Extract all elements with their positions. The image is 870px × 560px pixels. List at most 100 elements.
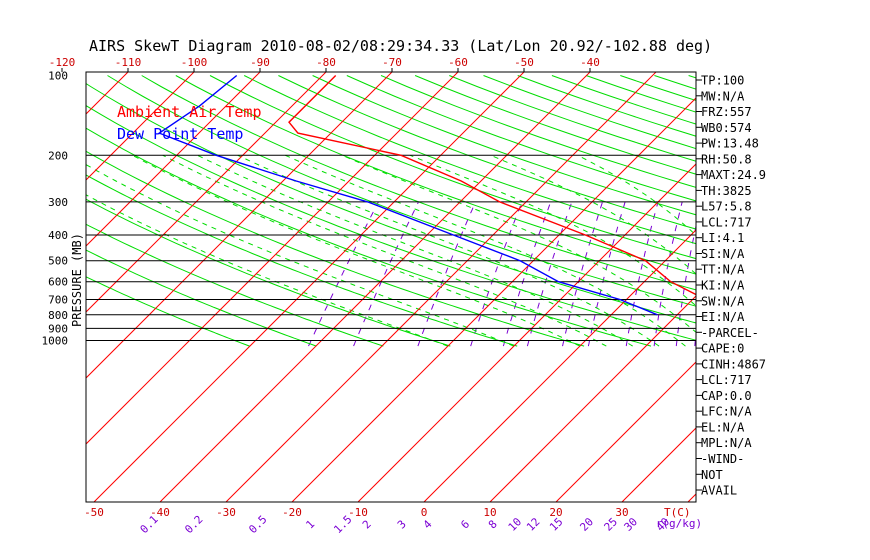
index-panel-entry: TT:N/A: [701, 263, 745, 277]
index-panel-entry: EI:N/A: [701, 310, 745, 324]
index-panel-entry: AVAIL: [701, 484, 737, 498]
moist-adiabat-line: [284, 154, 686, 347]
top-temp-tick-label: -100: [181, 56, 208, 69]
mixing-ratio-label: 2: [360, 518, 374, 532]
mixing-ratio-label: 8: [486, 518, 500, 532]
pressure-tick-label: 100: [48, 70, 68, 83]
pressure-tick-label: 600: [48, 276, 68, 289]
dry-adiabat-line: [380, 75, 696, 188]
moist-adiabat-line: [341, 154, 696, 333]
dry-adiabat-line: [86, 198, 451, 347]
pressure-tick-label: 300: [48, 196, 68, 209]
dry-adiabat-line: [825, 76, 870, 347]
index-panel-entry: CAPE:0: [701, 342, 744, 356]
bottom-temp-tick-label: 30: [615, 506, 628, 519]
index-panel-entry: SI:N/A: [701, 247, 745, 261]
isotherm-line: [225, 72, 657, 502]
index-panel-entry: FRZ:557: [701, 105, 752, 119]
moist-adiabat-line: [132, 154, 581, 347]
moist-adiabat-line: [162, 154, 607, 347]
index-panel-entry: -WIND-: [701, 452, 744, 466]
isotherm-line: [86, 72, 195, 181]
index-panel-entry: -PARCEL-: [701, 326, 759, 340]
moist-adiabat-line: [197, 154, 633, 347]
bottom-temp-tick-label: 0: [421, 506, 428, 519]
dry-adiabat-line: [86, 105, 696, 341]
bottom-temp-tick-label: -10: [348, 506, 368, 519]
isotherm-line: [86, 72, 393, 379]
top-temp-tick-label: -70: [382, 56, 402, 69]
index-panel-entry: TP:100: [701, 74, 744, 88]
dry-adiabat-line: [414, 75, 696, 175]
mixing-ratio-line: [625, 201, 659, 347]
mixing-ratio-line: [824, 202, 829, 346]
pressure-tick-label: 700: [48, 294, 68, 307]
index-panel-entry: MPL:N/A: [701, 436, 752, 450]
dry-adiabat-line: [86, 82, 696, 324]
pressure-tick-label: 800: [48, 309, 68, 322]
dew-point-profile: [157, 74, 658, 316]
isotherm-line: [86, 72, 327, 313]
dry-adiabat-line: [312, 75, 696, 216]
dry-adiabat-line: [86, 249, 317, 347]
mixing-ratio-line: [417, 201, 476, 347]
pressure-tick-label: 200: [48, 149, 68, 162]
dry-adiabat-line: [86, 223, 384, 347]
mixing-ratio-line: [353, 201, 419, 347]
index-panel-entry: LCL:717: [701, 215, 752, 229]
isotherm-line: [555, 361, 696, 502]
dry-adiabat-line: [243, 75, 696, 245]
top-temp-tick-label: -50: [514, 56, 534, 69]
pressure-tick-label: 500: [48, 255, 68, 268]
top-temp-tick-label: -60: [448, 56, 468, 69]
mixing-ratio-label: 0.2: [182, 513, 205, 536]
mixing-ratio-line: [773, 202, 785, 346]
isotherm-line: [357, 163, 696, 502]
isotherm-line: [159, 72, 591, 502]
pressure-tick-label: 400: [48, 229, 68, 242]
moist-adiabat-line: [237, 154, 660, 347]
index-panel-entry: NOT: [701, 468, 723, 482]
mixing-ratio-label: 0.5: [246, 513, 269, 536]
mixing-ratio-line: [653, 201, 683, 347]
bottom-temp-tick-label: 10: [483, 506, 496, 519]
index-panel-entry: TH:3825: [701, 184, 752, 198]
mixing-ratio-label: 20: [577, 515, 596, 534]
x-axis-label: T(C): [664, 506, 691, 519]
index-panel-entry: L57:5.8: [701, 200, 752, 214]
index-panel-entry: MW:N/A: [701, 89, 745, 103]
pressure-tick-label: 1000: [42, 335, 69, 348]
dry-adiabat-line: [107, 75, 696, 307]
dry-adiabat-line: [757, 76, 870, 347]
moist-adiabat-line: [577, 154, 696, 236]
bottom-temp-tick-label: -40: [150, 506, 170, 519]
moist-adiabat-line: [86, 194, 449, 347]
dry-adiabat-line: [175, 75, 696, 275]
air-temp-profile: [288, 75, 696, 296]
isotherm-line: [86, 72, 459, 445]
index-panel-entry: PW:13.48: [701, 137, 759, 151]
mixing-ratio-label: 4: [421, 517, 435, 531]
index-panel-entry: LCL:717: [701, 373, 752, 387]
chart-title: AIRS SkewT Diagram 2010-08-02/08:29:34.3…: [89, 37, 712, 55]
isotherm-line: [621, 427, 696, 502]
mixing-ratio-line: [470, 201, 523, 347]
index-panel-entry: SW:N/A: [701, 294, 745, 308]
bottom-temp-tick-label: -30: [216, 506, 236, 519]
dry-adiabat-line: [86, 127, 652, 347]
dry-adiabat-line: [209, 75, 696, 260]
mixing-ratio-label: 1: [303, 518, 317, 532]
index-panel-entry: KI:N/A: [701, 279, 745, 293]
top-temp-tick-label: -90: [250, 56, 270, 69]
dry-adiabat-line: [86, 174, 518, 347]
isotherm-line: [93, 72, 525, 502]
mixing-ratio-line: [587, 201, 626, 347]
index-panel-entry: RH:50.8: [701, 152, 752, 166]
index-panel-entry: LFC:N/A: [701, 405, 752, 419]
moist-adiabat-line: [409, 154, 696, 307]
mixing-ratio-label: 12: [524, 515, 543, 534]
bottom-temp-tick-label: 20: [549, 506, 562, 519]
dry-adiabat-line: [483, 75, 696, 150]
y-axis-label: PRESSURE (MB): [70, 233, 84, 327]
